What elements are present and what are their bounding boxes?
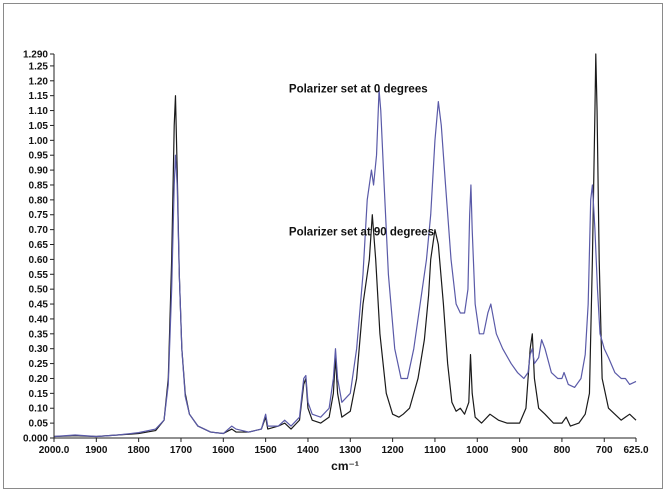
x-axis-title: cm⁻¹	[331, 459, 359, 473]
y-tick-label: 0.25	[29, 359, 49, 370]
y-tick-label: 0.85	[29, 180, 49, 191]
y-tick-label: 0.10	[29, 404, 49, 415]
ir-spectrum-chart: 0.000 0.05 0.10 0.15 0.20 0.25 0.30 0.35 0.40 0.4…	[23, 50, 649, 474]
x-tick-label: 800	[554, 445, 571, 456]
y-tick-label: 1.10	[29, 106, 49, 117]
x-tick-label: 1200	[381, 445, 404, 456]
y-tick-label: 0.55	[29, 270, 49, 281]
y-tick-label: 0.95	[29, 151, 49, 162]
x-tick-label: 1800	[128, 445, 151, 456]
x-tick-label: 1000	[466, 445, 489, 456]
chart-frame: 0.000 0.05 0.10 0.15 0.20 0.25 0.30 0.35 0.40 0.4…	[3, 3, 663, 489]
y-tick-label: 0.80	[29, 195, 49, 206]
x-tick-label: 1300	[339, 445, 362, 456]
y-tick-label: 1.20	[29, 76, 49, 87]
y-tick-label: 0.50	[29, 285, 49, 296]
y-tick-label: 1.25	[29, 61, 49, 72]
labels-layer: 0.000 0.05 0.10 0.15 0.20 0.25 0.30 0.35 0.40 0.4…	[23, 50, 649, 474]
x-tick-label: 1700	[170, 445, 193, 456]
y-tick-label: 0.30	[29, 344, 49, 355]
y-tick-label: 0.05	[29, 419, 49, 430]
x-tick-label: 1500	[255, 445, 278, 456]
series-line-1	[53, 53, 637, 438]
y-tick-label: 0.70	[29, 225, 49, 236]
y-tick-label: 0.65	[29, 240, 49, 251]
x-tick-label: 1600	[212, 445, 235, 456]
y-tick-label: 0.35	[29, 329, 49, 340]
y-tick-label: 0.20	[29, 374, 49, 385]
y-tick-label: 0.000	[23, 434, 48, 445]
y-tick-label: 0.60	[29, 255, 49, 266]
y-tick-label: 1.05	[29, 121, 49, 132]
x-tick-label: 900	[511, 445, 528, 456]
x-tick-label: 1900	[85, 445, 108, 456]
x-tick-label: 625.0	[623, 445, 648, 456]
axes-layer	[50, 53, 637, 442]
x-tick-label: 2000.0	[39, 445, 70, 456]
y-tick-label: 0.90	[29, 166, 49, 177]
y-tick-label: 0.15	[29, 389, 49, 400]
y-tick-label: 1.290	[23, 50, 48, 61]
x-tick-label: 700	[596, 445, 613, 456]
y-tick-label: 0.75	[29, 210, 49, 221]
series-line-2	[53, 89, 637, 438]
annotation-label-2: Polarizer set at 90 degrees	[289, 227, 434, 239]
x-tick-label: 1100	[424, 445, 446, 456]
y-tick-label: 0.45	[29, 300, 49, 311]
y-tick-label: 1.15	[29, 91, 49, 102]
y-tick-label: 0.40	[29, 314, 49, 325]
annotation-label-1: Polarizer set at 0 degrees	[289, 84, 428, 96]
y-tick-label: 1.00	[29, 136, 49, 147]
x-tick-label: 1400	[297, 445, 320, 456]
series-layer	[53, 53, 637, 438]
